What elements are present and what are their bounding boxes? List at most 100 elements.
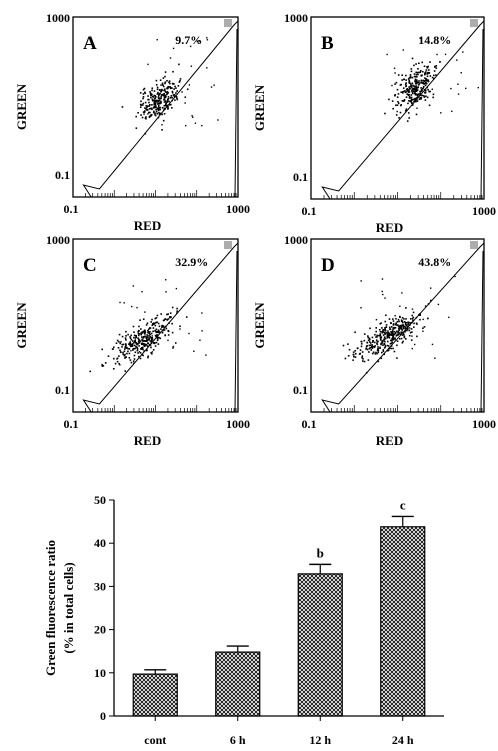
scatter-point [414,75,417,78]
scatter-point [405,307,407,309]
scatter-point [456,59,458,61]
scatter-point [411,57,414,60]
scatter-point [400,325,403,328]
scatter-point [158,94,160,97]
scatter-point [164,82,166,85]
scatter-point [392,336,394,339]
scatter-point [162,94,164,96]
scatter-point [124,357,126,359]
scatter-point [142,331,145,333]
scatter-point [120,341,122,343]
scatter-point [437,303,440,306]
scatter-point [178,63,180,66]
scatter-point [156,321,158,323]
scatter-point [411,104,414,106]
scatter-point [396,334,398,336]
scatter-point [392,347,394,350]
scatter-point [404,109,407,112]
scatter-point [138,345,140,347]
scatter-point [158,108,160,110]
scatter-point [359,352,362,355]
scatter-point [118,362,120,365]
scatter-point [136,349,139,352]
scatter-point [163,98,166,100]
scatter-point [162,329,165,331]
scatter-point [171,87,173,89]
scatter-point [384,345,387,348]
scatter-point [136,343,138,345]
scatter-point [141,346,144,349]
scatter-point [161,129,163,131]
scatter-point [142,88,145,91]
scatter-point [371,352,374,355]
scatter-point [409,87,411,90]
scatter-point [412,88,414,90]
scatter-point [139,352,142,354]
scatter-point [457,83,459,85]
scatter-point [409,76,412,79]
scatter-point [422,318,424,321]
scatter-point [206,67,208,69]
scatter-point [150,113,153,116]
scatter-point [417,84,420,86]
scatter-point [135,342,138,344]
scatter-point [163,94,165,96]
scatter-point [153,342,156,344]
scatter-point [166,313,168,316]
scatter-point [422,85,425,88]
scatter-point [169,316,171,319]
scatter-point [399,324,401,327]
scatter-point [391,329,394,331]
scatter-point [404,326,407,329]
scatter-point [360,340,363,343]
scatter-point [132,325,135,328]
scatter-point [157,322,160,325]
scatter-point [146,334,149,336]
scatter-point [401,79,403,81]
scatter-point [164,81,167,84]
scatter-point [432,96,434,99]
scatter-point [403,321,406,323]
scatter-point [155,105,157,107]
scatter-point [210,86,213,88]
scatter-point [160,328,162,330]
scatter-point [148,328,150,331]
scatter-point [201,312,203,314]
scatter-point [164,94,167,97]
scatter-point [122,353,125,356]
scatter-point [157,104,160,107]
scatter-point [157,109,160,112]
scatter-point [165,103,167,105]
scatter-point [188,84,191,86]
scatter-point [165,102,168,104]
scatter-point [148,334,150,337]
scatter-point [391,333,394,336]
scatter-point [365,345,368,348]
scatter-point [377,351,380,354]
scatter-point [144,132,147,135]
scatter-point [407,89,410,92]
scatter-point [143,342,145,345]
scatter-point [149,340,152,342]
scatter-point [133,354,136,357]
scatter-point [146,105,149,107]
y-tick-label: 0.1 [55,168,70,182]
scatter-point [395,317,397,320]
y-tick-label: 20 [94,623,106,637]
scatter-point [397,325,400,328]
scatter-point [151,318,153,321]
scatter-point [206,37,208,39]
scatter-point [398,326,401,329]
scatter-point [137,342,139,345]
scatter-point [395,335,398,337]
y-axis-label: GREEN [14,302,29,349]
scatter-point [149,336,151,338]
scatter-point [394,323,397,326]
scatter-point [401,334,404,336]
scatter-point [414,78,417,81]
scatter-point [382,344,384,347]
scatter-point [406,120,409,122]
scatter-point [360,307,362,309]
scatter-point [172,345,175,348]
scatter-point [412,319,414,322]
